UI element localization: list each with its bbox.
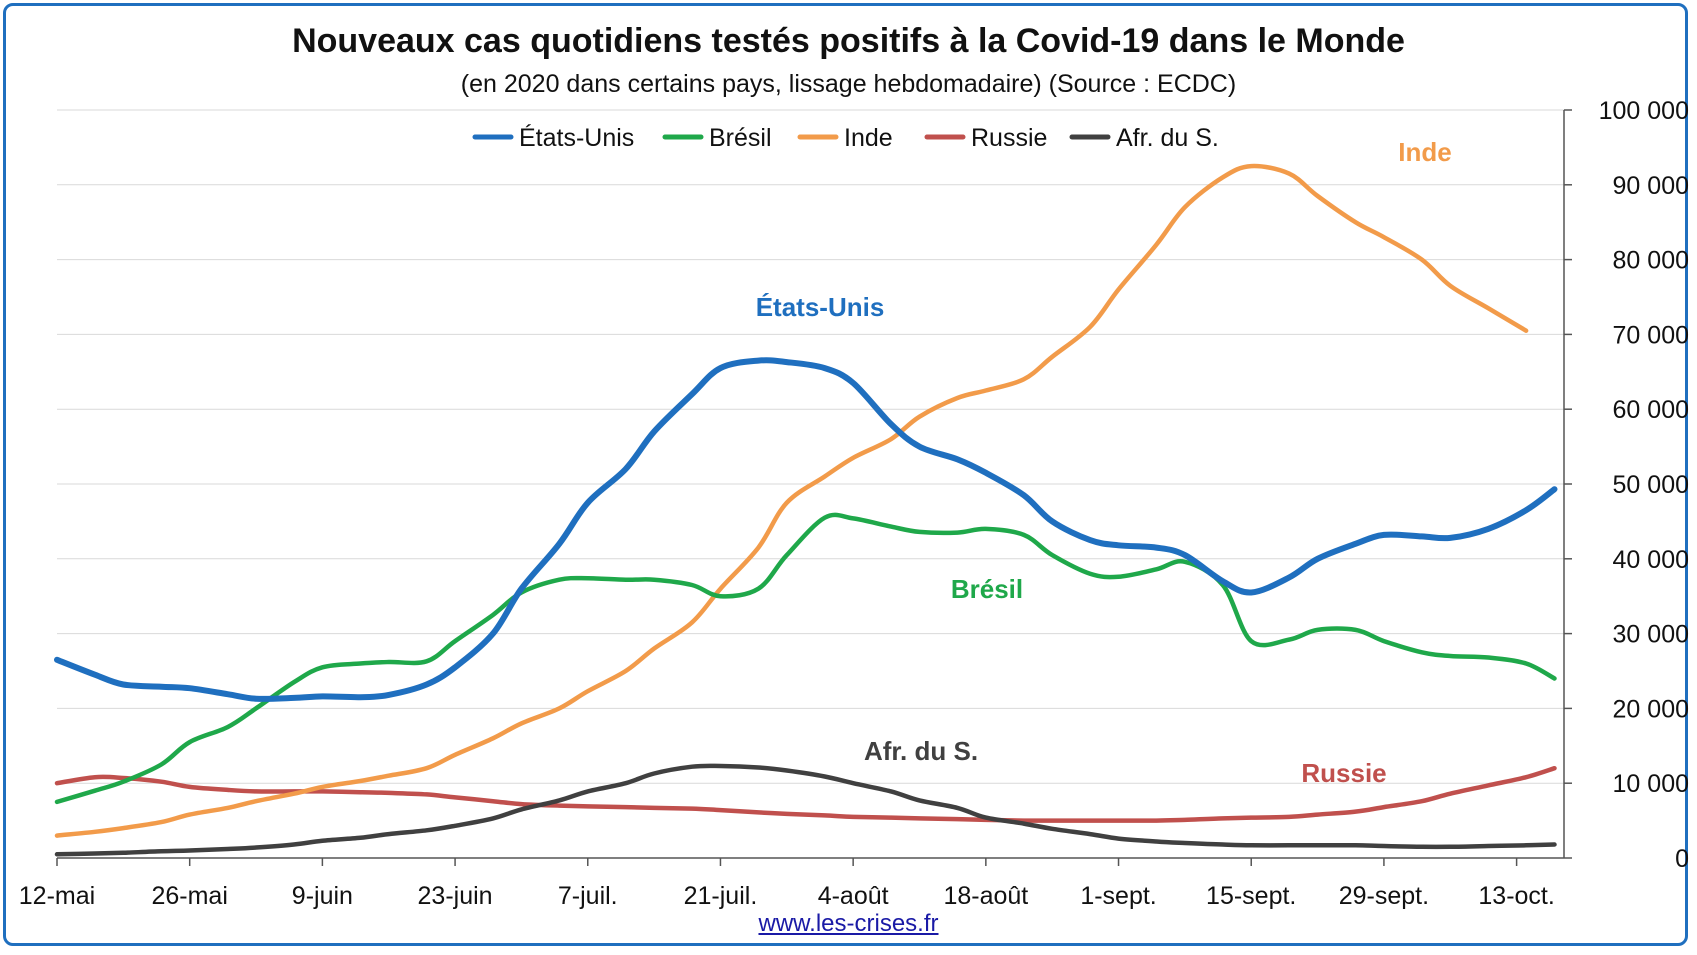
- annotation-afr-du-s: Afr. du S.: [864, 736, 978, 766]
- x-tick-label: 7-juil.: [558, 882, 618, 910]
- x-tick-label: 12-mai: [19, 882, 95, 910]
- x-tick-label: 4-août: [818, 882, 889, 910]
- chart-title: Nouveaux cas quotidiens testés positifs …: [292, 22, 1405, 60]
- x-tick-label: 13-oct.: [1478, 882, 1554, 910]
- series-line-inde: [54, 163, 1529, 838]
- series-line-etats-unis: [54, 357, 1558, 702]
- y-tick-label: 10 000: [1613, 770, 1689, 798]
- y-tick-label: 60 000: [1613, 396, 1689, 424]
- x-tick-label: 29-sept.: [1339, 882, 1429, 910]
- x-tick-label: 1-sept.: [1080, 882, 1156, 910]
- legend-label-afr-du-s: Afr. du S.: [1116, 124, 1219, 152]
- legend-label-bresil: Brésil: [709, 124, 772, 152]
- legend-label-etats-unis: États-Unis: [519, 123, 634, 152]
- legend-label-russie: Russie: [971, 124, 1047, 152]
- source-link[interactable]: www.les-crises.fr: [758, 910, 939, 937]
- y-tick-label: 20 000: [1613, 695, 1689, 723]
- y-tick-label: 50 000: [1613, 471, 1689, 499]
- y-tick-label: 30 000: [1613, 621, 1689, 649]
- x-tick-label: 21-juil.: [684, 882, 758, 910]
- y-tick-label: 100 000: [1599, 97, 1689, 125]
- chart-subtitle: (en 2020 dans certains pays, lissage heb…: [460, 70, 1237, 98]
- x-tick-label: 15-sept.: [1206, 882, 1296, 910]
- x-tick-label: 26-mai: [151, 882, 227, 910]
- series-line-bresil: [54, 512, 1557, 805]
- y-tick-label: 90 000: [1613, 172, 1689, 200]
- annotation-bresil: Brésil: [951, 574, 1023, 604]
- series-line-afr-du-s: [54, 763, 1557, 857]
- x-tick-label: 9-juin: [292, 882, 353, 910]
- y-tick-label: 70 000: [1613, 321, 1689, 349]
- annotation-russie: Russie: [1301, 758, 1386, 788]
- chart-frame: [3, 3, 1688, 946]
- legend-label-inde: Inde: [844, 124, 893, 152]
- x-tick-label: 23-juin: [418, 882, 493, 910]
- y-tick-label: 40 000: [1613, 546, 1689, 574]
- annotation-inde: Inde: [1398, 137, 1451, 167]
- y-tick-label: 0: [1675, 845, 1689, 873]
- annotation-etats-unis: États-Unis: [756, 292, 885, 322]
- x-tick-label: 18-août: [943, 882, 1028, 910]
- y-tick-label: 80 000: [1613, 247, 1689, 275]
